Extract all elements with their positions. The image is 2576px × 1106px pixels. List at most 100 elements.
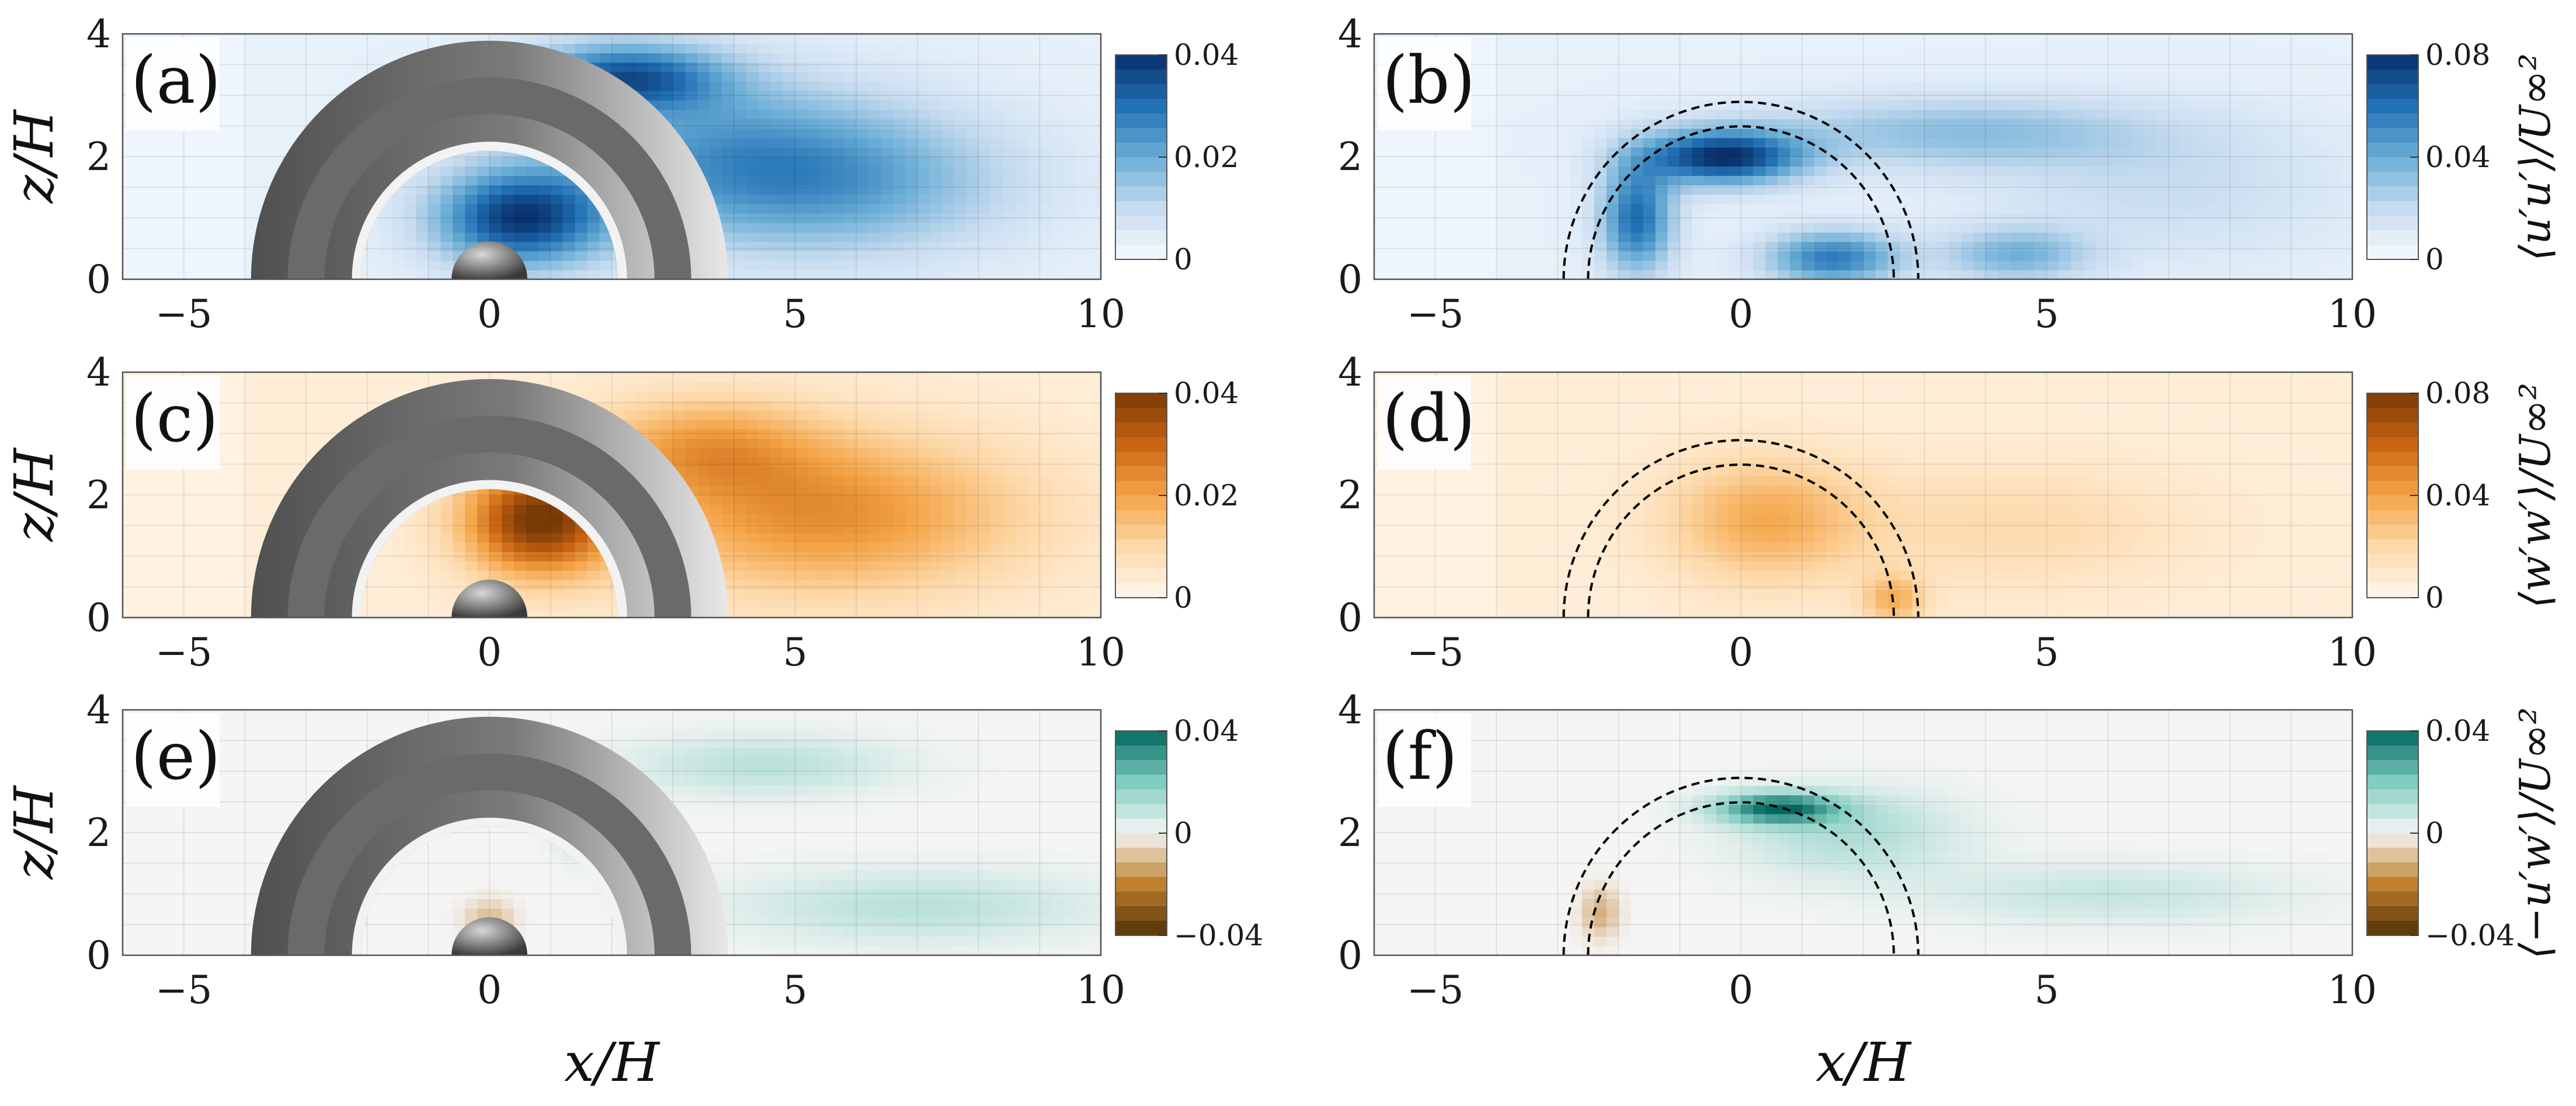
y-tick-label: 0 bbox=[1338, 595, 1362, 640]
y-tick-label: 4 bbox=[1338, 688, 1362, 733]
panel-c: (c) −5 0 5 10 0 2 4 z/H 0.04 0.02 0 bbox=[3, 350, 1239, 675]
panel-label: (a) bbox=[131, 43, 221, 119]
colorbar: 0.08 0.04 0 ⟨w′w′⟩/U∞² bbox=[2366, 376, 2560, 615]
panel-label: (d) bbox=[1382, 381, 1475, 457]
x-axis-label: x/H bbox=[564, 1031, 660, 1094]
y-axis-label: z/H bbox=[3, 447, 65, 542]
rotor-outline bbox=[1562, 100, 1920, 279]
y-tick-label: 2 bbox=[1338, 134, 1362, 179]
contour-field bbox=[1374, 372, 2353, 618]
rotor-outline bbox=[1562, 439, 1920, 618]
x-tick-label: 10 bbox=[2328, 968, 2377, 1013]
panel-f: (f) −5 0 5 10 0 2 4 x/H 0.04 0 −0.04⟨−u′w′⟩/U∞² bbox=[1338, 688, 2560, 1094]
y-tick-label: 2 bbox=[86, 473, 111, 518]
colorbar-tick-label: 0 bbox=[1174, 581, 1193, 615]
x-tick-label: 5 bbox=[783, 292, 808, 337]
x-tick-label: 10 bbox=[2328, 630, 2377, 675]
x-tick-label: 5 bbox=[783, 968, 808, 1013]
colorbar-tick-label: 0.04 bbox=[2425, 140, 2490, 174]
x-tick-label: 10 bbox=[1076, 292, 1125, 337]
colorbar: 0.04 0 −0.04⟨−u′w′⟩/U∞² bbox=[2366, 708, 2560, 959]
x-tick-label: 0 bbox=[1729, 630, 1753, 675]
colorbar-tick-label: −0.04 bbox=[2425, 918, 2515, 952]
hub bbox=[451, 580, 528, 618]
colorbar-tick-label: 0.04 bbox=[1174, 38, 1239, 72]
y-tick-label: 2 bbox=[1338, 810, 1362, 855]
colorbar: 0.04 0 −0.04 bbox=[1115, 714, 1263, 952]
colorbar-label: ⟨−u′w′⟩/U∞² bbox=[2511, 708, 2560, 959]
y-axis-label: z/H bbox=[3, 785, 65, 879]
x-tick-label: −5 bbox=[1407, 292, 1463, 337]
colorbar-tick-label: 0 bbox=[2425, 816, 2444, 850]
dashed-circle bbox=[1562, 776, 1920, 955]
panel-label-bg bbox=[126, 713, 220, 807]
x-tick-label: 10 bbox=[1076, 968, 1125, 1013]
x-tick-label: 5 bbox=[2035, 968, 2059, 1013]
rotor-model bbox=[251, 40, 728, 279]
panel-label: (b) bbox=[1382, 43, 1475, 119]
colorbar-tick-label: 0.08 bbox=[2425, 38, 2490, 72]
y-axis-label: z/H bbox=[3, 109, 65, 203]
x-tick-label: 10 bbox=[1076, 630, 1125, 675]
x-tick-label: −5 bbox=[155, 968, 212, 1013]
colorbar: 0.08 0.04 0 ⟨u′u′⟩/U∞² bbox=[2366, 38, 2560, 276]
colorbar-label: ⟨u′u′⟩/U∞² bbox=[2511, 53, 2560, 261]
x-tick-label: −5 bbox=[1407, 630, 1463, 675]
y-tick-label: 2 bbox=[1338, 473, 1362, 518]
panel-b: (b) −5 0 5 10 0 2 4 0.08 0.04 0 ⟨u′u′⟩/U∞² bbox=[1338, 12, 2560, 337]
panel-a: (a) −5 0 5 10 0 2 4 z/H 0.04 0.02 0 bbox=[3, 12, 1239, 337]
x-axis-label: x/H bbox=[1816, 1031, 1912, 1094]
y-tick-label: 2 bbox=[86, 810, 111, 855]
contour-field bbox=[1374, 34, 2353, 280]
x-tick-label: −5 bbox=[155, 630, 212, 675]
colorbar-tick-label: 0.04 bbox=[1174, 714, 1239, 748]
colorbar-tick-label: 0.04 bbox=[2425, 479, 2490, 512]
panel-label: (c) bbox=[131, 381, 218, 457]
rotor-outline bbox=[1562, 776, 1920, 955]
x-tick-label: 0 bbox=[1729, 292, 1753, 337]
grid bbox=[1374, 709, 2353, 956]
y-tick-label: 0 bbox=[86, 933, 111, 978]
plot-frame bbox=[1373, 33, 2353, 280]
x-tick-label: 0 bbox=[477, 292, 502, 337]
panel-label: (e) bbox=[131, 719, 221, 795]
panel-e: (e) −5 0 5 10 0 2 4 z/H x/H 0.04 0 −0.04 bbox=[3, 688, 1263, 1094]
y-tick-label: 2 bbox=[86, 134, 111, 179]
panel-label: (f) bbox=[1382, 719, 1458, 795]
colorbar-tick-label: 0.04 bbox=[1174, 376, 1239, 410]
plot-frame bbox=[121, 709, 1102, 956]
colorbar-tick-label: 0 bbox=[2425, 581, 2444, 615]
colorbar-tick-label: 0.02 bbox=[1174, 479, 1239, 512]
y-tick-label: 4 bbox=[86, 12, 111, 57]
colorbar-tick-label: 0 bbox=[1174, 816, 1193, 850]
hub bbox=[451, 241, 528, 279]
y-tick-label: 0 bbox=[1338, 933, 1362, 978]
plot-frame bbox=[121, 371, 1102, 619]
y-tick-label: 4 bbox=[86, 350, 111, 395]
x-tick-label: 5 bbox=[783, 630, 808, 675]
x-tick-label: 0 bbox=[1729, 968, 1753, 1013]
panel-label-bg bbox=[126, 376, 220, 469]
colorbar-tick-label: 0 bbox=[2425, 242, 2444, 276]
panel-label-bg bbox=[126, 37, 220, 131]
colorbar-tick-label: 0.04 bbox=[2425, 714, 2490, 748]
panel-label-bg bbox=[1378, 37, 1471, 131]
plot-frame bbox=[121, 33, 1102, 280]
plot-frame bbox=[1373, 709, 2353, 956]
x-tick-label: −5 bbox=[155, 292, 212, 337]
y-tick-label: 0 bbox=[1338, 257, 1362, 302]
x-tick-label: −5 bbox=[1407, 968, 1463, 1013]
plot-frame bbox=[1373, 371, 2353, 619]
y-tick-label: 0 bbox=[86, 595, 111, 640]
x-tick-label: 5 bbox=[2035, 292, 2059, 337]
rotor-model bbox=[251, 716, 728, 955]
panel-d: (d) −5 0 5 10 0 2 4 0.08 0.04 0 ⟨w′w′⟩/U∞² bbox=[1338, 350, 2560, 675]
hub bbox=[451, 917, 528, 955]
dashed-circle bbox=[1562, 439, 1920, 618]
colorbar-tick-label: 0 bbox=[1174, 242, 1193, 276]
y-tick-label: 4 bbox=[1338, 12, 1362, 57]
x-tick-label: 0 bbox=[477, 630, 502, 675]
y-tick-label: 4 bbox=[1338, 350, 1362, 395]
colorbar-tick-label: −0.04 bbox=[1174, 918, 1263, 952]
